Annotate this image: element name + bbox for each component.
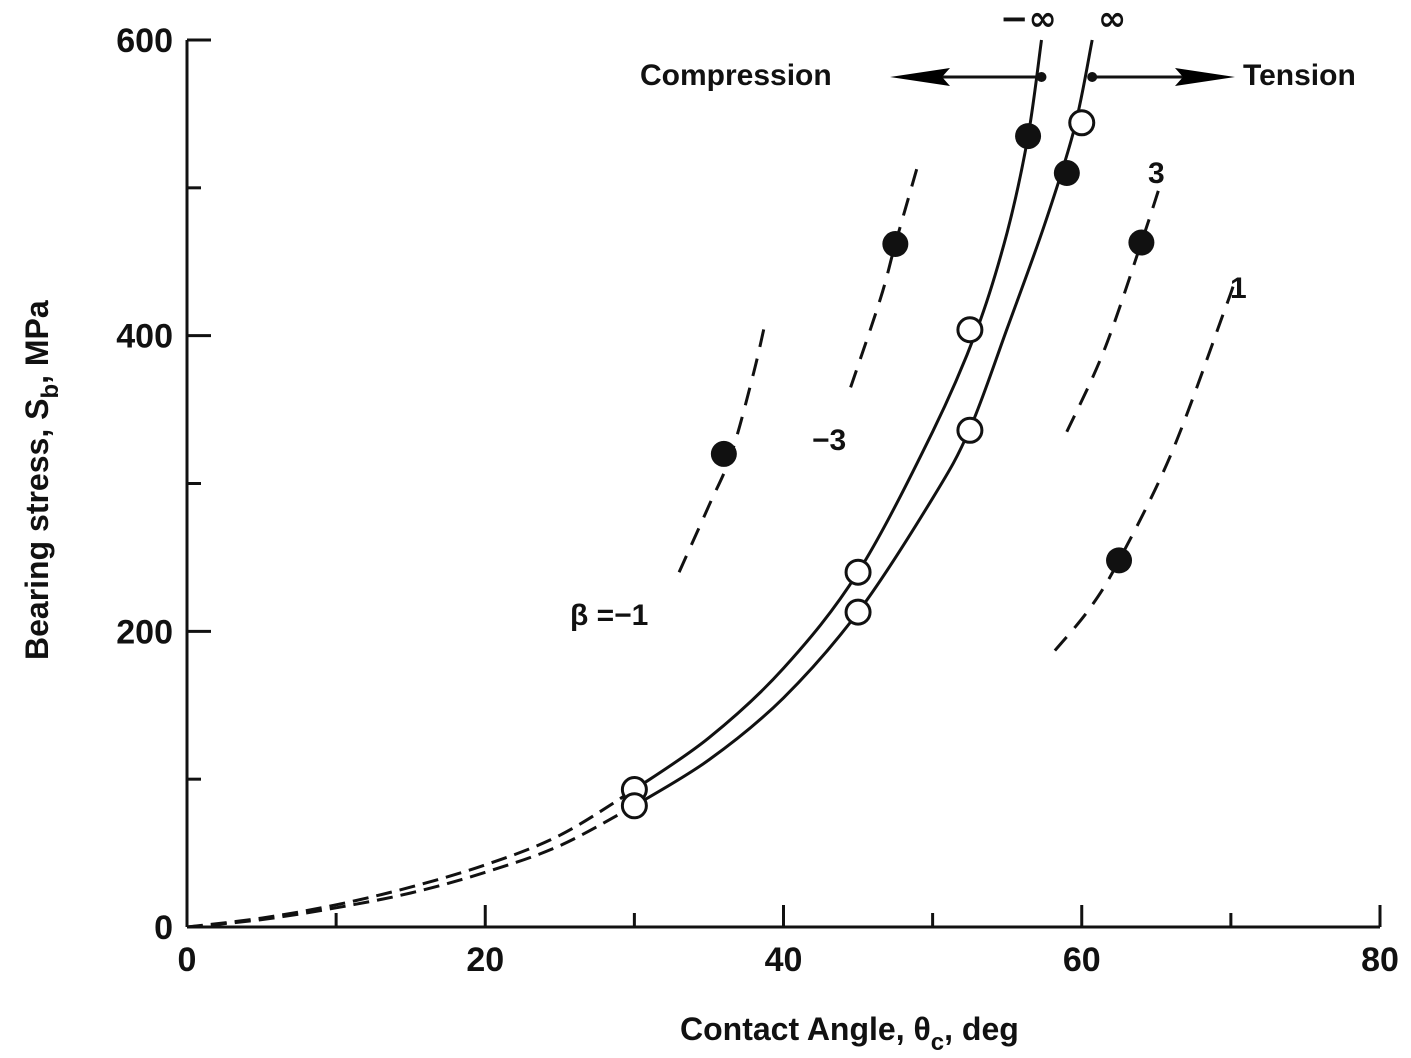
x-tick-label: 0 (178, 941, 197, 979)
axis-titles: Contact Angle, θc, deg Bearing stress, S… (19, 300, 1019, 1056)
tension-arrow-head (1175, 68, 1235, 86)
open-data-point (620, 792, 648, 820)
annotations: Compression Tension −∞ ∞ β =−1 −3 3 1 (570, 0, 1356, 632)
y-tick-label: 600 (116, 22, 173, 60)
compression-arrow-head (890, 68, 950, 86)
series-label-minus-infinity: −∞ (1000, 0, 1057, 39)
open-data-point (844, 558, 872, 586)
x-axis-title: Contact Angle, θc, deg (680, 1011, 1019, 1056)
markers (620, 109, 1155, 820)
x-tick-label: 40 (765, 941, 803, 979)
series-line-5 (1053, 283, 1236, 652)
axes: 0 20 40 60 80 0 200 400 600 (116, 22, 1399, 979)
y-tick-label: 200 (116, 613, 173, 651)
tension-arrow-origin-dot (1087, 72, 1098, 82)
series-line-0 (633, 39, 1043, 791)
filled-data-point (710, 440, 737, 467)
filled-data-point (1106, 547, 1133, 574)
arrow-label-compression: Compression (640, 59, 832, 92)
x-tick-label: 20 (466, 941, 504, 979)
y-tick-label: 400 (116, 318, 173, 356)
series-line-3 (849, 165, 920, 388)
series-dashed-start-1 (186, 804, 636, 929)
series-label-infinity: ∞ (1098, 0, 1126, 39)
series-dashed-start-0 (186, 788, 636, 929)
compression-arrow-origin-dot (1036, 72, 1047, 82)
x-tick-label: 60 (1063, 941, 1101, 979)
filled-data-point (1053, 160, 1080, 187)
filled-data-point (1015, 123, 1042, 150)
filled-data-point (882, 231, 909, 258)
series-label-3: 3 (1148, 157, 1165, 190)
arrow-label-tension: Tension (1243, 59, 1356, 92)
open-data-point (1068, 109, 1096, 137)
open-data-point (956, 316, 984, 344)
filled-data-point (1128, 229, 1155, 256)
open-data-point (956, 416, 984, 444)
series-label-beta-minus-1: β =−1 (570, 599, 648, 632)
y-tick-label: 0 (154, 909, 173, 947)
series-label-1: 1 (1230, 272, 1247, 305)
x-tick-label: 80 (1361, 941, 1399, 979)
series-label-minus-3: −3 (812, 424, 846, 457)
y-axis-title: Bearing stress, Sb, MPa (19, 300, 64, 660)
open-data-point (844, 598, 872, 626)
series-line-4 (1065, 187, 1161, 433)
